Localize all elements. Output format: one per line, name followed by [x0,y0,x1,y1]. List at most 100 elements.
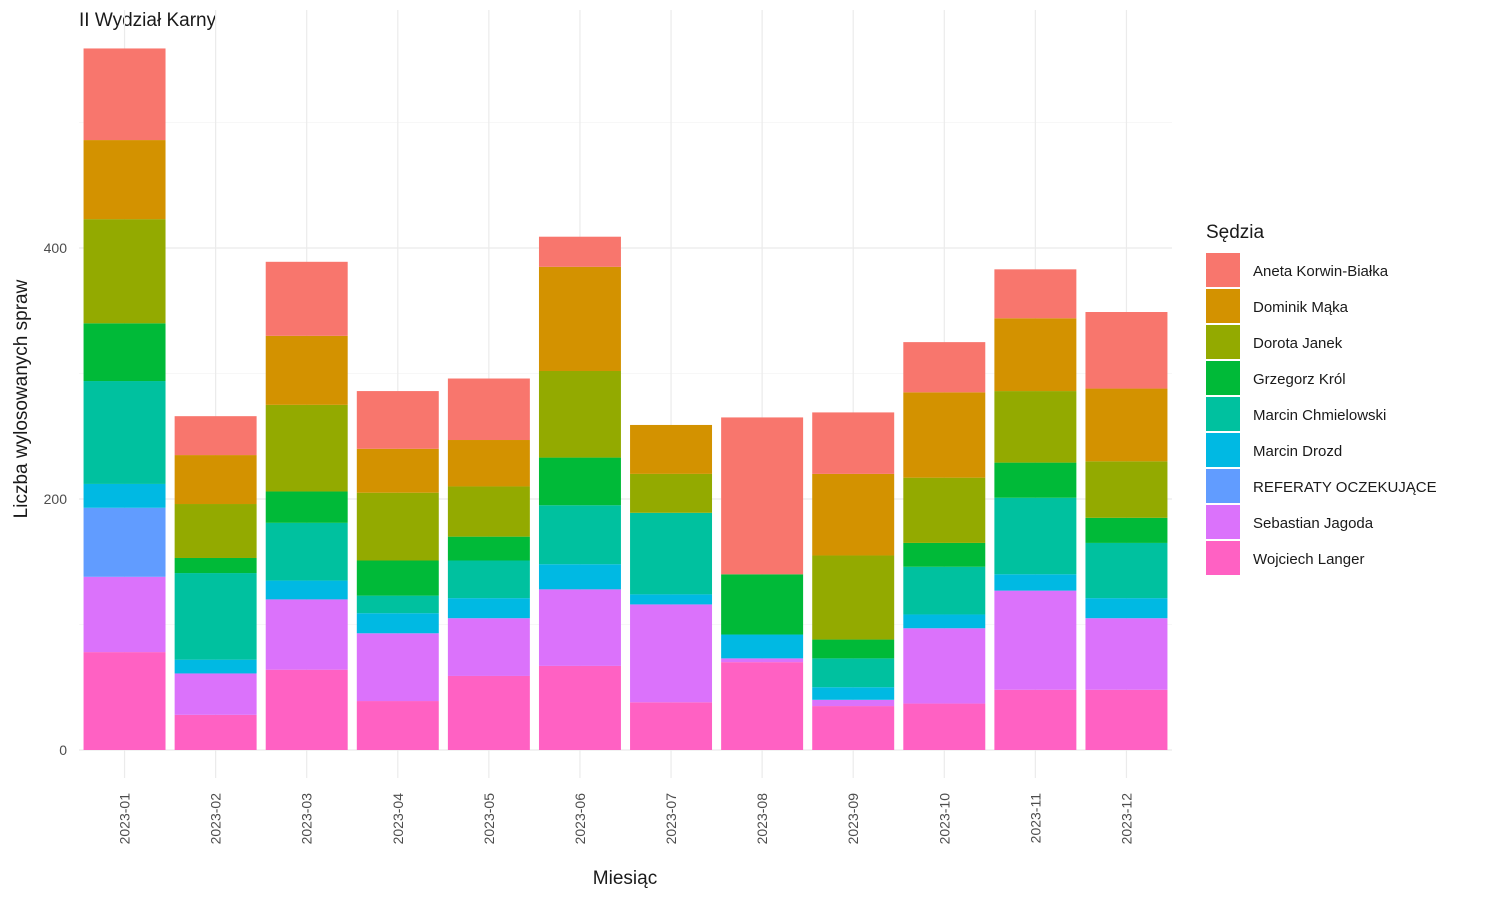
bar-segment [812,687,895,700]
bar-segment [356,701,439,750]
bar-segment [538,266,621,371]
bar-segment [174,416,257,456]
bar-segment [356,595,439,614]
bar-segment [903,703,986,750]
bar-segment [903,392,986,478]
x-axis-title: Miesiąc [593,868,657,889]
bar-segment [174,455,257,505]
bar-segment [538,457,621,506]
bar-segment [630,594,713,605]
bar-segment [1085,517,1168,543]
y-axis-title: Liczba wylosowanych spraw [11,279,32,518]
legend-swatch [1206,469,1240,503]
legend-label: Marcin Drozd [1253,443,1342,460]
legend-label: Dominik Mąka [1253,299,1349,316]
bar-segment [812,412,895,474]
bar-segment [903,566,986,615]
x-tick-label: 2023-07 [663,793,679,845]
bar-segment [265,580,348,600]
bar-segment [174,714,257,750]
x-tick-label: 2023-04 [390,793,406,845]
bar-segment [447,618,530,676]
bar-segment [538,236,621,267]
bar-segment [83,483,166,508]
bar-segment [812,555,895,640]
x-tick-label: 2023-08 [754,793,770,845]
legend-swatch [1206,505,1240,539]
x-tick-label: 2023-11 [1027,793,1043,844]
y-axis-ticks: 0 200 400 [44,240,68,758]
bar-segment [174,573,257,660]
bar-segment [721,417,804,575]
bar-segment [265,335,348,405]
bar-segment [265,491,348,523]
bar-segment [903,614,986,629]
bar-segment [721,662,804,750]
x-tick-label: 2023-12 [1118,793,1134,845]
x-tick-label: 2023-06 [572,793,588,845]
bar-segment [994,689,1077,750]
bar-segment [174,659,257,674]
y-tick-label: 0 [59,742,67,758]
bar-segment [356,492,439,561]
x-tick-label: 2023-05 [481,793,497,845]
bar-segment [1085,689,1168,750]
bar-segment [83,48,166,141]
bar-segment [447,440,530,487]
bar-segment [447,536,530,561]
chart-title: II Wydział Karny [79,10,217,31]
bar-segment [356,613,439,634]
bar-segment [83,140,166,220]
bar-segment [630,424,713,474]
legend-label: Sebastian Jagoda [1253,515,1374,532]
bar-segment [812,699,895,707]
bar-segment [994,318,1077,392]
x-tick-label: 2023-01 [117,793,133,845]
legend-swatch [1206,325,1240,359]
legend-label: Grzegorz Król [1253,371,1346,388]
bar-segment [1085,542,1168,599]
legend-label: Aneta Korwin-Białka [1253,263,1389,280]
bar-segment [447,378,530,441]
bar-segment [1085,618,1168,690]
bar-segment [538,564,621,590]
legend-label: REFERATY OCZEKUJĄCE [1253,479,1437,496]
bar-segment [447,560,530,599]
legend-label: Marcin Chmielowski [1253,407,1386,424]
legend-swatch [1206,253,1240,287]
bar-segment [721,658,804,663]
bar-segment [1085,461,1168,518]
bar-segment [356,448,439,493]
bar-segment [903,477,986,543]
bar-segment [83,652,166,750]
bar-segment [994,269,1077,319]
x-tick-label: 2023-10 [936,793,952,845]
legend-swatch [1206,433,1240,467]
bar-segment [903,342,986,393]
bar-segment [630,702,713,750]
bar-segment [174,673,257,715]
bar-segment [83,507,166,577]
x-tick-label: 2023-03 [299,793,315,845]
bar-segment [812,658,895,688]
bar-segment [812,473,895,556]
bar-segment [83,219,166,324]
bar-segment [83,381,166,484]
bar-segment [812,706,895,750]
bar-segment [1085,388,1168,462]
legend-label: Wojciech Langer [1253,551,1364,568]
bar-segment [994,590,1077,690]
bar-segment [265,404,348,492]
bar-segment [356,391,439,449]
bar-segment [538,370,621,458]
bars [83,48,1168,750]
bar-segment [356,633,439,702]
bar-segment [174,504,257,558]
bar-segment [538,589,621,666]
y-tick-label: 200 [44,491,68,507]
bar-segment [83,323,166,382]
bar-segment [630,512,713,595]
bar-segment [721,574,804,635]
bar-segment [1085,598,1168,619]
